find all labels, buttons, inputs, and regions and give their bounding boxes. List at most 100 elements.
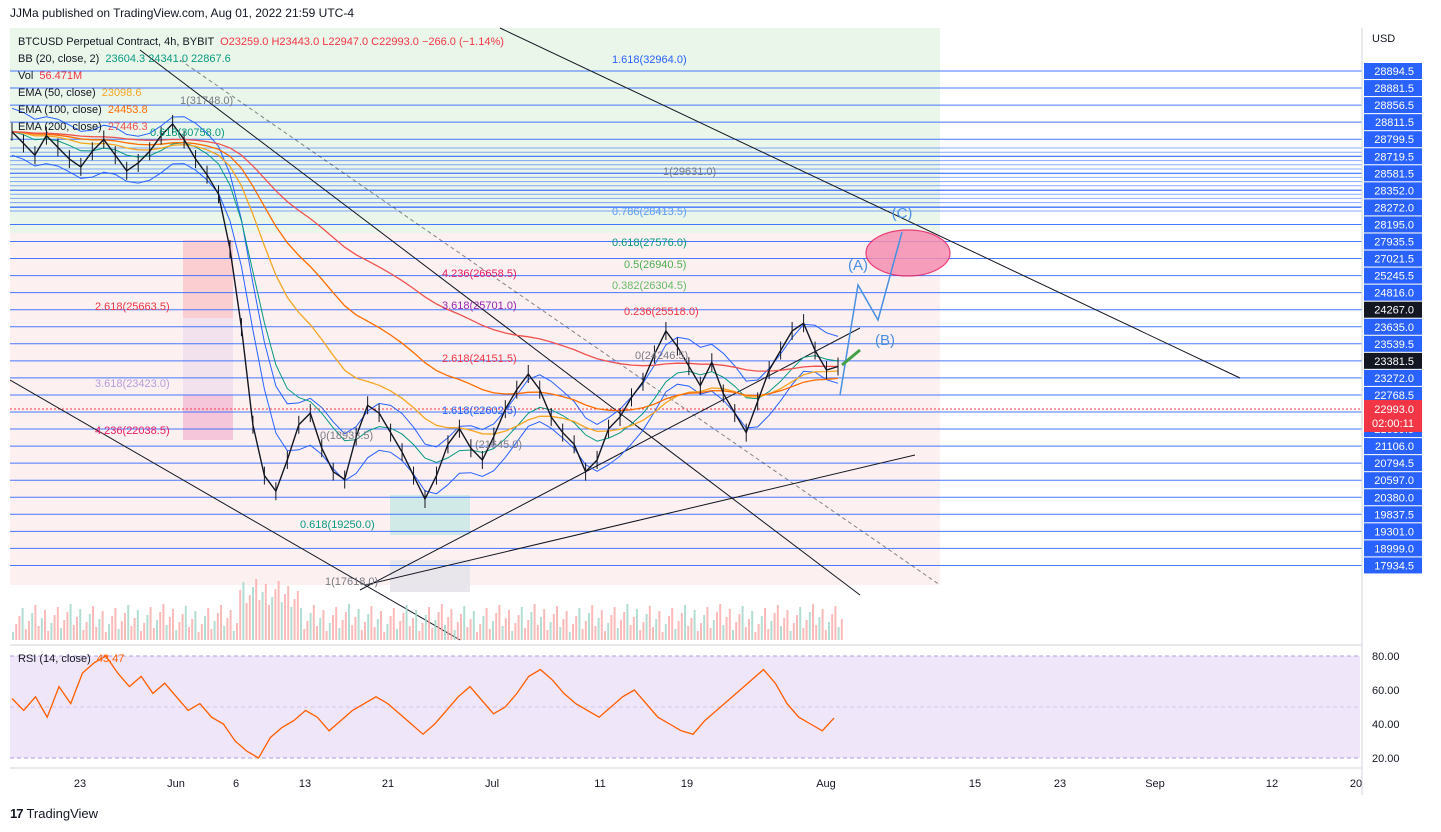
price-tick-label: 20597.0 <box>1374 475 1414 487</box>
legend-ema100-row[interactable]: EMA (100, close) 24453.8 <box>18 104 148 116</box>
volume-bar <box>216 613 219 640</box>
volume-bar <box>405 605 408 640</box>
volume-bar <box>258 600 261 640</box>
pink-box-3 <box>183 395 233 440</box>
volume-bar <box>140 631 142 640</box>
volume-bar <box>188 627 190 640</box>
volume-bar <box>639 630 642 640</box>
volume-bar <box>376 619 379 640</box>
volume-bar <box>562 619 565 640</box>
time-tick-label: 6 <box>233 778 239 790</box>
price-tick-label: 28881.5 <box>1374 83 1414 95</box>
volume-bar <box>312 605 315 640</box>
legend-vol-row[interactable]: Vol 56.471M <box>18 70 82 82</box>
time-tick-label: 13 <box>299 778 311 790</box>
volume-bar <box>613 607 616 640</box>
volume-bar <box>392 608 395 640</box>
volume-bar <box>818 617 821 640</box>
fib-label: (21645.0) <box>475 439 522 451</box>
volume-bar <box>82 630 85 640</box>
fib-label: 0.618(27576.0) <box>612 237 687 249</box>
fib-label: 3.618(25701.0) <box>442 300 517 312</box>
volume-bar <box>431 628 434 640</box>
volume-bar <box>290 607 293 640</box>
volume-bars <box>12 579 843 640</box>
volume-bar <box>754 632 757 640</box>
volume-bar <box>424 615 427 640</box>
volume-bar <box>767 629 770 640</box>
fib-label: 3.618(23423.0) <box>95 378 170 390</box>
volume-bar <box>242 582 245 640</box>
teal-box <box>390 495 470 535</box>
volume-bar <box>338 628 341 640</box>
time-tick-label: 15 <box>969 778 981 790</box>
fib-label: 0.236(25518.0) <box>624 306 699 318</box>
tradingview-brand[interactable]: 17 TradingView <box>10 806 98 821</box>
volume-bar <box>389 616 392 640</box>
fib-label: 1.618(22602.5) <box>442 405 517 417</box>
volume-bar <box>69 604 72 640</box>
volume-bar <box>648 606 651 640</box>
volume-bar <box>232 631 235 640</box>
legend-ema100-value: 24453.8 <box>107 104 148 116</box>
volume-bar <box>463 606 466 640</box>
volume-bar <box>15 624 18 640</box>
volume-bar <box>325 631 328 640</box>
volume-bar <box>380 611 382 640</box>
volume-bar <box>536 625 539 640</box>
volume-bar <box>514 623 517 640</box>
legend-bb-row[interactable]: BB (20, close, 2) 23604.3 24341.0 22867.… <box>18 53 231 65</box>
volume-bar <box>322 610 325 640</box>
time-tick-label: Sep <box>1145 778 1165 790</box>
price-tick-label: 28811.5 <box>1375 117 1414 129</box>
time-tick-label: Jun <box>167 778 185 790</box>
volume-bar <box>786 610 789 640</box>
volume-bar <box>671 608 674 640</box>
price-tick-label: 23381.5 <box>1374 356 1414 368</box>
price-tick-bg <box>1364 131 1422 148</box>
rsi-tick-label: 20.00 <box>1372 753 1400 765</box>
legend-ema200-row[interactable]: EMA (200, close) 27446.3 <box>18 121 148 133</box>
volume-bar <box>604 631 606 640</box>
volume-bar <box>261 592 264 640</box>
wave-label: (A) <box>848 257 868 274</box>
volume-bar <box>37 626 40 640</box>
volume-bar <box>444 625 446 640</box>
legend-rsi-row[interactable]: RSI (14, close) 43.47 <box>18 653 124 665</box>
price-tick-bg <box>1364 301 1422 318</box>
volume-bar <box>741 606 744 640</box>
volume-bar <box>18 616 21 640</box>
volume-bar <box>437 612 440 640</box>
legend-ohlc: O23259.0 H23443.0 L22947.0 C22993.0 −266… <box>220 36 504 48</box>
tradingview-logo-icon: 17 <box>10 806 24 821</box>
price-tick-bg <box>1364 438 1422 455</box>
rsi-tick-label: 60.00 <box>1372 685 1400 697</box>
volume-bar <box>572 624 574 640</box>
price-axis: 28894.5 28881.5 28856.5 28811.5 28799.5 28719… <box>1364 63 1422 574</box>
volume-bar <box>556 606 558 640</box>
volume-bar <box>101 611 104 640</box>
volume-bar <box>124 613 126 640</box>
horizontal-levels <box>10 70 1362 566</box>
volume-bar <box>412 618 414 640</box>
volume-bar <box>114 608 117 640</box>
volume-bar <box>824 630 827 640</box>
volume-bar <box>559 627 562 640</box>
price-tick-label: 27935.5 <box>1374 237 1414 249</box>
volume-bar <box>543 609 546 640</box>
legend-title: BTCUSD Perpetual Contract, 4h, BYBIT <box>18 36 215 48</box>
volume-bar <box>184 606 187 640</box>
legend-ema50-row[interactable]: EMA (50, close) 23098.6 <box>18 87 141 99</box>
volume-bar <box>66 612 69 640</box>
volume-bar <box>229 610 232 640</box>
volume-bar <box>156 620 158 640</box>
volume-bar <box>498 605 501 640</box>
price-series <box>11 114 839 509</box>
volume-bar <box>95 627 98 640</box>
volume-bar <box>72 625 75 640</box>
volume-bar <box>210 629 213 640</box>
volume-bar <box>264 584 267 640</box>
volume-bar <box>399 621 402 640</box>
volume-bar <box>149 607 152 640</box>
